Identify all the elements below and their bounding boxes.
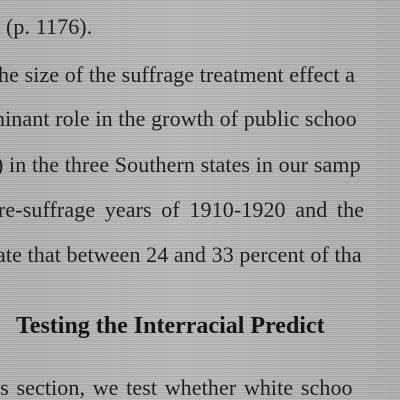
text-line: ninant role in the growth of public scho… [0,106,357,131]
text-line: he size of the suffrage treatment effect… [0,62,356,87]
text-line: ) in the three Southern states in our sa… [0,152,361,177]
text-line: is section, we test whether white schoo [0,375,353,400]
text-line-citation: (p. 1176). [6,14,93,39]
text-line: ate that between 24 and 33 percent of th… [0,242,362,267]
section-heading: Testing the Interracial Predict [16,313,325,339]
text-line: re-suffrage years of 1910-1920 and the [0,197,365,222]
